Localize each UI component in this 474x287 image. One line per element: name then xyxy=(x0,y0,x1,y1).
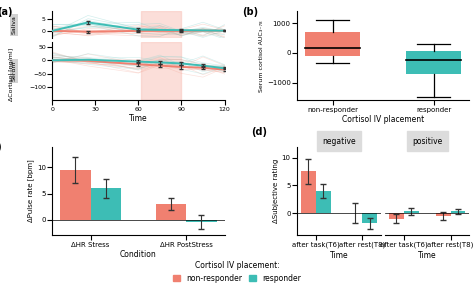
Bar xyxy=(305,32,360,56)
Text: (b): (b) xyxy=(242,7,258,17)
Y-axis label: Serum cortisol AUC₃₋₇₈: Serum cortisol AUC₃₋₇₈ xyxy=(259,20,264,92)
Y-axis label: ΔSubjective rating: ΔSubjective rating xyxy=(273,159,279,223)
X-axis label: Time: Time xyxy=(418,251,437,260)
Bar xyxy=(404,212,419,213)
Bar xyxy=(450,212,465,213)
Bar xyxy=(141,11,182,38)
X-axis label: Time: Time xyxy=(329,251,348,260)
Text: ΔCortisol [ng/ml]: ΔCortisol [ng/ml] xyxy=(9,48,14,101)
X-axis label: Cortisol IV placement: Cortisol IV placement xyxy=(342,115,424,124)
Bar xyxy=(301,172,316,213)
Text: (c): (c) xyxy=(0,142,1,152)
Bar xyxy=(60,170,91,220)
Bar xyxy=(91,188,121,220)
X-axis label: Condition: Condition xyxy=(120,250,157,259)
Text: Saliva: Saliva xyxy=(12,15,17,34)
Bar xyxy=(155,204,186,220)
Y-axis label: ΔPulse rate [bpm]: ΔPulse rate [bpm] xyxy=(27,160,34,222)
Bar xyxy=(389,213,404,219)
Legend: non-responder, responder: non-responder, responder xyxy=(170,258,304,286)
Bar xyxy=(186,220,217,222)
Bar xyxy=(362,213,377,223)
Bar xyxy=(436,213,450,216)
Bar xyxy=(141,42,182,100)
Bar xyxy=(316,191,330,213)
Bar xyxy=(406,51,461,74)
Text: Serum: Serum xyxy=(12,61,17,81)
Title: negative: negative xyxy=(322,137,356,146)
Text: (d): (d) xyxy=(251,127,267,137)
X-axis label: Time: Time xyxy=(129,114,147,123)
Title: positive: positive xyxy=(412,137,442,146)
Text: (a): (a) xyxy=(0,7,12,17)
